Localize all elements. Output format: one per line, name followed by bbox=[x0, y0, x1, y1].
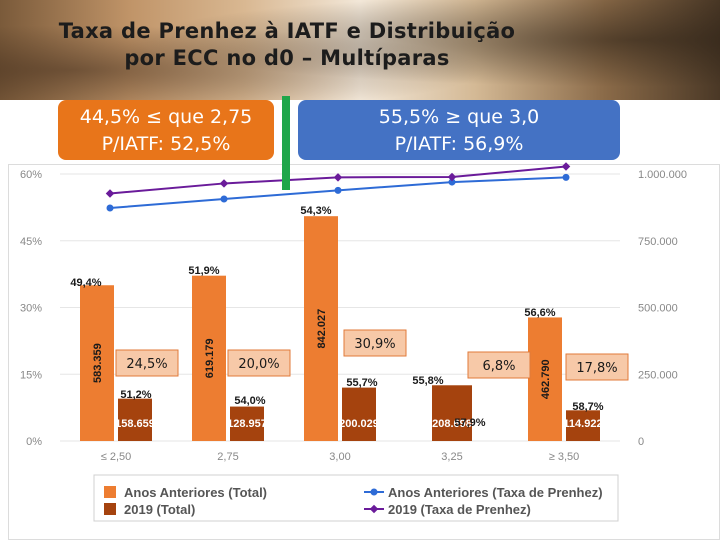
right-axis-ticks: 0 250.000 500.000 750.000 1.000.000 bbox=[638, 169, 687, 448]
distribution-callout-label: 30,9% bbox=[354, 337, 395, 352]
line-2019-point bbox=[219, 179, 229, 188]
rate-label-previous: 49,4% bbox=[70, 277, 101, 289]
summary-left-line-2: P/IATF: 52,5% bbox=[101, 133, 231, 155]
distribution-callout-box bbox=[115, 349, 179, 377]
summary-left-line-1: 44,5% ≤ que 2,75 bbox=[79, 106, 253, 128]
bar-2019-label: 158.659 bbox=[115, 418, 155, 430]
distribution-callout-label: 6,8% bbox=[482, 359, 515, 374]
line-2019-point bbox=[447, 172, 457, 182]
left-tick-label: 45% bbox=[20, 236, 42, 248]
rate-label-previous: 56,6% bbox=[524, 307, 555, 319]
line-2019-point bbox=[561, 162, 571, 171]
line-previous-point bbox=[448, 178, 456, 186]
summary-right-line-1: 55,5% ≥ que 3,0 bbox=[378, 106, 540, 128]
right-tick-label: 500.000 bbox=[638, 303, 678, 315]
line-previous-point bbox=[562, 173, 570, 181]
bar-2019-label: 128.957 bbox=[227, 418, 267, 430]
distribution-callout-box bbox=[227, 349, 291, 377]
header-banner bbox=[0, 0, 720, 100]
legend-marker-2019 bbox=[369, 504, 379, 514]
legend-box bbox=[93, 474, 619, 522]
line-previous-point bbox=[220, 195, 228, 203]
bar-previous bbox=[80, 285, 114, 441]
line-2019-point bbox=[105, 189, 115, 198]
legend-label-2019-rate: 2019 (Taxa de Prenhez) bbox=[388, 502, 531, 517]
x-tick-label: ≥ 3,50 bbox=[549, 451, 580, 463]
bar-2019 bbox=[230, 406, 264, 441]
bar-previous bbox=[192, 275, 226, 441]
legend-label-previous-rate: Anos Anteriores (Taxa de Prenhez) bbox=[388, 485, 603, 500]
rate-label-2019: 54,0% bbox=[234, 395, 265, 407]
x-tick-label: 2,75 bbox=[217, 451, 238, 463]
legend-swatch-previous bbox=[104, 486, 116, 498]
rate-label-previous: 57,9% bbox=[454, 417, 485, 429]
bars-2019: 158.659 128.957 200.029 208.698 114.922 bbox=[115, 385, 603, 441]
bar-2019 bbox=[342, 387, 376, 441]
bar-previous bbox=[528, 317, 562, 441]
line-2019-point bbox=[333, 173, 343, 182]
distribution-callout-label: 17,8% bbox=[576, 361, 617, 376]
legend-marker-previous bbox=[370, 488, 378, 496]
rate-label-2019: 58,7% bbox=[572, 401, 603, 413]
summary-box-left: 44,5% ≤ que 2,75 P/IATF: 52,5% bbox=[58, 100, 274, 160]
bar-2019 bbox=[118, 398, 152, 441]
rate-label-previous: 51,9% bbox=[188, 265, 219, 277]
distribution-callout-box bbox=[343, 329, 407, 357]
rate-label-2019: 55,8% bbox=[412, 375, 443, 387]
rate-label-2019: 55,7% bbox=[346, 377, 377, 389]
legend-label-previous-total: Anos Anteriores (Total) bbox=[124, 485, 267, 500]
distribution-callout-box bbox=[565, 353, 629, 381]
summary-right-line-2: P/IATF: 56,9% bbox=[394, 133, 524, 155]
distribution-callout-label: 24,5% bbox=[126, 357, 167, 372]
rate-label-2019: 51,2% bbox=[120, 389, 151, 401]
line-previous-point bbox=[106, 204, 114, 212]
x-tick-label: ≤ 2,50 bbox=[101, 451, 132, 463]
bar-2019 bbox=[566, 410, 600, 441]
bar-previous-label: 619.179 bbox=[204, 338, 216, 378]
bar-2019-label: 114.922 bbox=[563, 418, 602, 430]
right-tick-label: 250.000 bbox=[638, 369, 678, 381]
legend: Anos Anteriores (Total) 2019 (Total) Anos … bbox=[93, 474, 619, 522]
right-tick-label: 1.000.000 bbox=[638, 169, 687, 181]
right-tick-label: 0 bbox=[638, 436, 644, 448]
bar-previous-label: 462.790 bbox=[540, 359, 552, 399]
x-tick-label: 3,00 bbox=[329, 451, 350, 463]
bar-previous bbox=[304, 216, 338, 441]
summary-box-right: 55,5% ≥ que 3,0 P/IATF: 56,9% bbox=[298, 100, 620, 160]
bar-2019 bbox=[432, 385, 472, 441]
bars-previous-years: 583.359 619.179 842.027 462.790 bbox=[80, 216, 562, 441]
title-line-1: Taxa de Prenhez à IATF e Distribuição bbox=[58, 19, 516, 43]
line-previous-point bbox=[334, 186, 342, 194]
legend-label-2019-total: 2019 (Total) bbox=[124, 502, 195, 517]
title-line-2: por ECC no d0 – Multíparas bbox=[124, 46, 450, 70]
left-tick-label: 15% bbox=[20, 369, 42, 381]
distribution-callouts: 24,5% 20,0% 30,9% 6,8% 17,8% bbox=[115, 329, 629, 381]
bar-previous-label: 583.359 bbox=[92, 343, 104, 383]
left-tick-label: 60% bbox=[20, 169, 42, 181]
legend-swatch-2019 bbox=[104, 503, 116, 515]
left-tick-label: 0% bbox=[26, 436, 42, 448]
distribution-callout-box bbox=[467, 351, 531, 379]
left-axis-ticks: 0% 15% 30% 45% 60% bbox=[20, 169, 42, 448]
bar-2019-label: 208.698 bbox=[432, 418, 472, 430]
rate-lines: 49,4% 51,9% 54,3% 56,6% 57,9% 51,2% 54,0% 55,7%… bbox=[70, 162, 604, 429]
bar-2019-label: 200.029 bbox=[339, 418, 379, 430]
green-divider bbox=[282, 96, 290, 190]
left-tick-label: 30% bbox=[20, 303, 42, 315]
x-tick-label: 3,25 bbox=[441, 451, 462, 463]
x-axis-ticks: ≤ 2,50 2,75 3,00 3,25 ≥ 3,50 bbox=[101, 451, 580, 463]
distribution-callout-label: 20,0% bbox=[238, 357, 279, 372]
right-tick-label: 750.000 bbox=[638, 236, 678, 248]
bar-previous-label: 842.027 bbox=[316, 309, 328, 349]
rate-label-previous: 54,3% bbox=[300, 205, 331, 217]
page-title: Taxa de Prenhez à IATF e Distribuição po… bbox=[0, 18, 574, 72]
